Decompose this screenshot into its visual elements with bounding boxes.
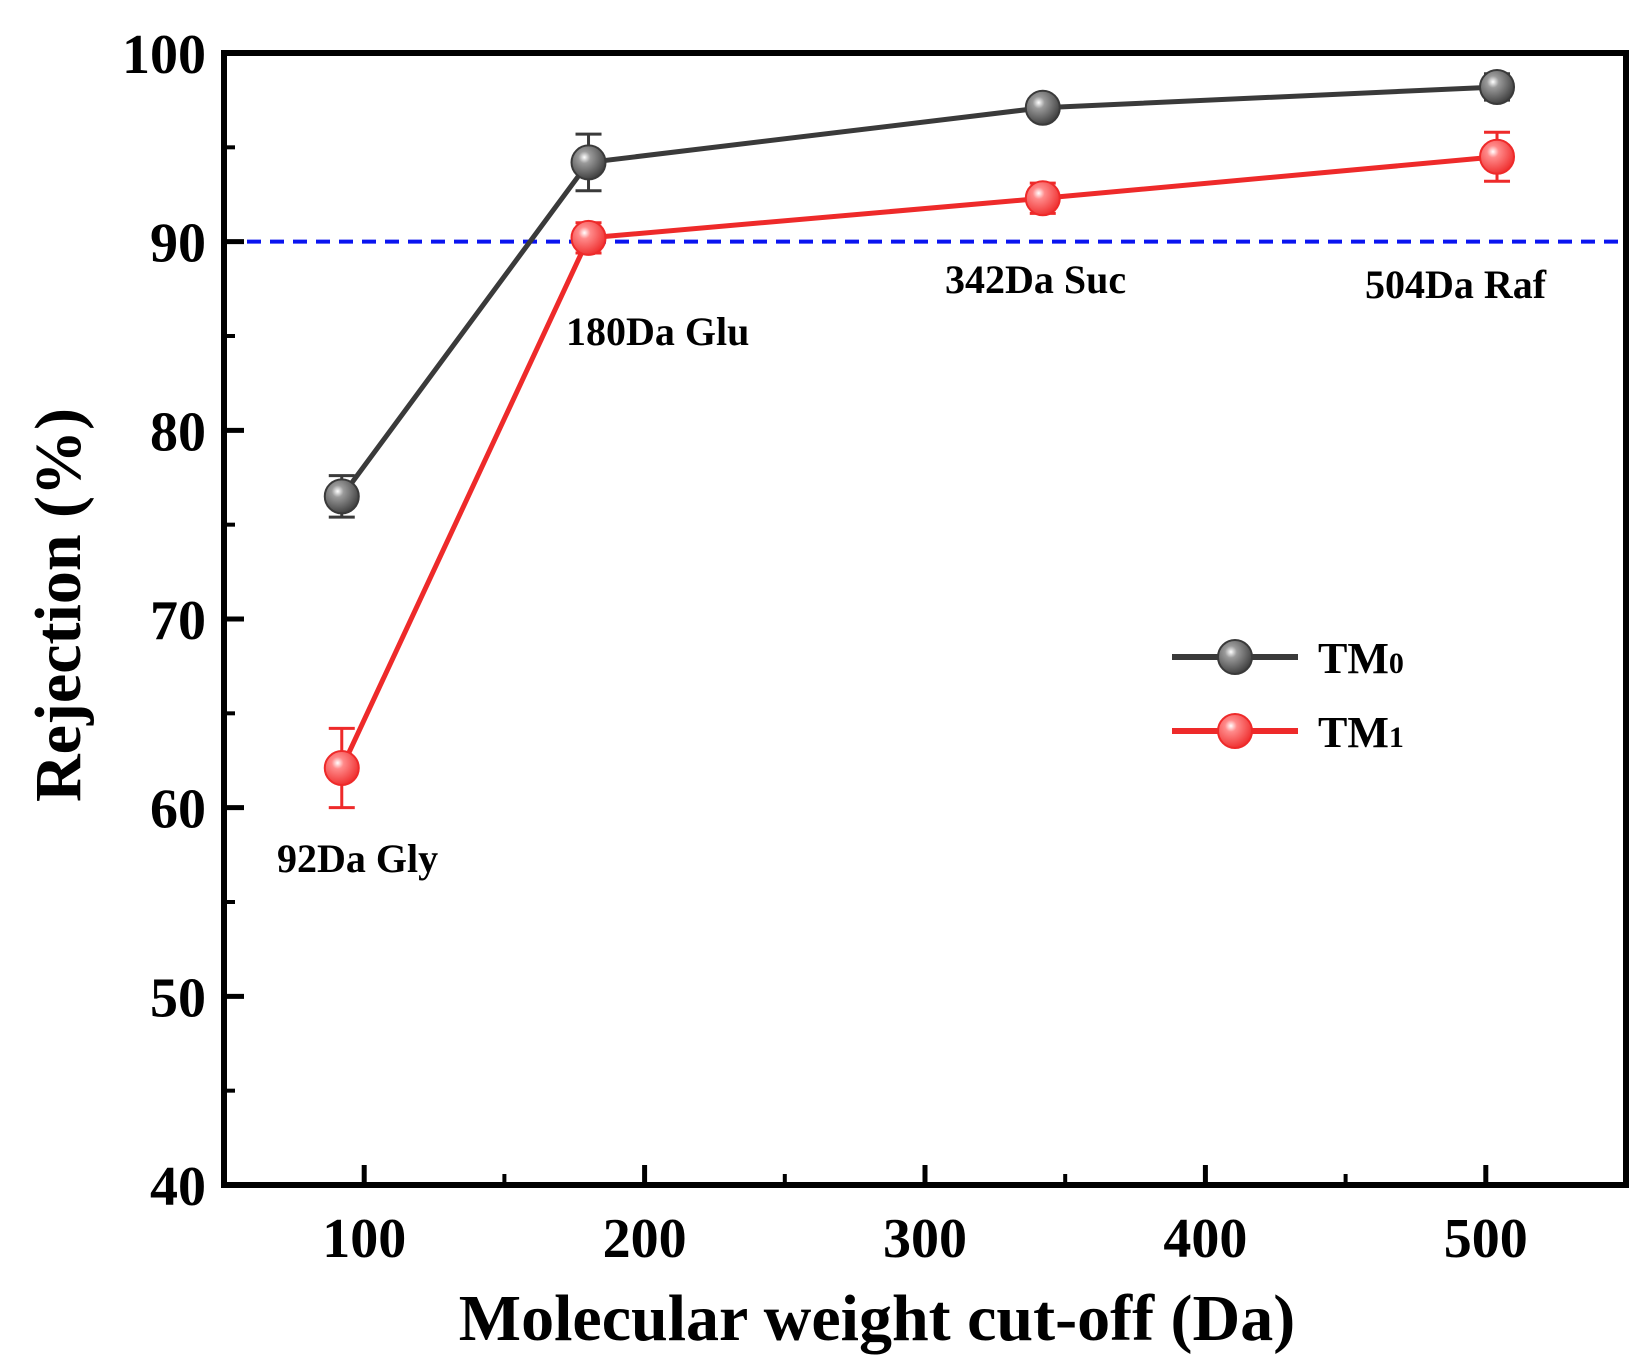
- x-tick-label-500: 500: [1444, 1208, 1528, 1270]
- y-tick-label-60: 60: [150, 779, 206, 841]
- annotation-glu: 180Da Glu: [566, 309, 749, 354]
- y-axis-title: Rejection (%): [22, 408, 95, 802]
- y-tick-label-50: 50: [150, 967, 206, 1029]
- legend: TM0 TM1: [1172, 634, 1404, 757]
- y-tick-label-80: 80: [150, 401, 206, 463]
- series-line-tm0: [339, 84, 1498, 498]
- x-axis-title: Molecular weight cut-off (Da): [459, 1282, 1295, 1355]
- x-tick-label-300: 300: [883, 1208, 967, 1270]
- series-tm0: [323, 68, 1516, 519]
- legend-subscript-tm0: 0: [1389, 647, 1404, 680]
- legend-subscript-tm1: 1: [1389, 721, 1404, 754]
- data-point-tm1-92: [323, 750, 360, 787]
- data-point-tm1-504: [1479, 138, 1516, 175]
- data-point-tm1-342: [1024, 180, 1061, 217]
- data-point-tm0-342: [1024, 89, 1061, 126]
- y-tick-label-70: 70: [150, 590, 206, 652]
- data-point-tm0-504: [1479, 68, 1516, 105]
- y-tick-label-90: 90: [150, 213, 206, 275]
- y-tick-label-100: 100: [122, 24, 206, 86]
- annotation-raf: 504Da Raf: [1365, 262, 1547, 307]
- x-tick-label-100: 100: [322, 1208, 406, 1270]
- annotation-suc: 342Da Suc: [945, 257, 1126, 302]
- legend-name-tm1: TM: [1318, 708, 1389, 757]
- data-point-tm0-180: [570, 144, 607, 181]
- data-point-tm0-92: [323, 478, 360, 515]
- annotation-gly: 92Da Gly: [277, 836, 438, 881]
- series-tm1: [323, 130, 1516, 810]
- series-line-tm1: [339, 154, 1498, 770]
- data-point-tm1-180: [570, 219, 607, 256]
- x-tick-label-200: 200: [603, 1208, 687, 1270]
- legend-label-tm1: TM1: [1318, 708, 1404, 757]
- plot-frame: [221, 50, 1629, 1188]
- legend-name-tm0: TM: [1318, 634, 1389, 683]
- legend-marker-tm1: [1217, 713, 1253, 749]
- y-tick-label-40: 40: [150, 1156, 206, 1218]
- legend-label-tm0: TM0: [1318, 634, 1404, 683]
- legend-marker-tm0: [1217, 639, 1253, 675]
- x-tick-label-400: 400: [1163, 1208, 1247, 1270]
